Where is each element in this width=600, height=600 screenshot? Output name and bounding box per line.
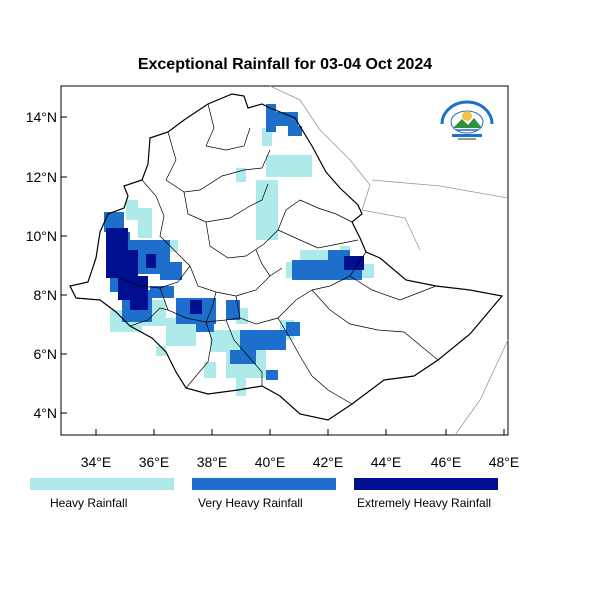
lat-tick-label: 6°N bbox=[34, 346, 58, 362]
legend-swatch-very-heavy bbox=[192, 478, 336, 490]
admin-boundaries bbox=[119, 103, 439, 405]
legend-swatch-heavy bbox=[30, 478, 174, 490]
legend-label-heavy: Heavy Rainfall bbox=[50, 496, 128, 510]
country-outline bbox=[69, 93, 504, 421]
map-frame bbox=[60, 85, 509, 436]
lon-tick-label: 40°E bbox=[255, 454, 286, 470]
lat-tick-label: 14°N bbox=[26, 109, 57, 125]
lon-tick-label: 34°E bbox=[81, 454, 112, 470]
lon-tick-label: 38°E bbox=[197, 454, 228, 470]
lon-axis bbox=[95, 429, 505, 435]
lon-tick-label: 44°E bbox=[371, 454, 402, 470]
rainfall-cells bbox=[104, 104, 374, 396]
legend-label-very-heavy: Very Heavy Rainfall bbox=[198, 496, 303, 510]
institute-logo bbox=[440, 100, 494, 140]
lat-axis bbox=[61, 116, 67, 414]
legend-swatch-extremely-heavy bbox=[354, 478, 498, 490]
lat-tick-label: 12°N bbox=[26, 169, 57, 185]
neighbor-boundaries bbox=[269, 85, 509, 436]
lon-tick-label: 48°E bbox=[489, 454, 520, 470]
lon-tick-label: 46°E bbox=[431, 454, 462, 470]
lat-tick-label: 10°N bbox=[26, 228, 57, 244]
lon-tick-label: 36°E bbox=[139, 454, 170, 470]
lon-tick-label: 42°E bbox=[313, 454, 344, 470]
lat-tick-label: 4°N bbox=[34, 405, 58, 421]
lat-tick-label: 8°N bbox=[34, 287, 58, 303]
map-title: Exceptional Rainfall for 03-04 Oct 2024 bbox=[137, 56, 433, 73]
legend-label-extremely-heavy: Extremely Heavy Rainfall bbox=[357, 496, 492, 510]
